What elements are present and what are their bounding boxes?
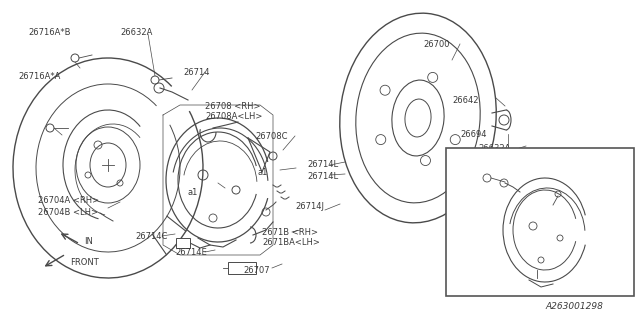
Text: FRONT: FRONT xyxy=(70,258,99,267)
Text: 26714: 26714 xyxy=(507,160,534,169)
Text: 26716A*A: 26716A*A xyxy=(18,72,60,81)
Text: a1: a1 xyxy=(527,270,538,279)
Text: 26714C: 26714C xyxy=(135,232,168,241)
Text: 26708 <RH>: 26708 <RH> xyxy=(205,102,260,111)
Text: 26632A: 26632A xyxy=(478,144,510,153)
Text: 26632A: 26632A xyxy=(120,28,152,37)
Text: 26714L: 26714L xyxy=(307,172,338,181)
Text: 26704A <RH>: 26704A <RH> xyxy=(38,196,99,205)
Text: 26714E: 26714E xyxy=(175,248,207,257)
Text: a1: a1 xyxy=(188,188,198,197)
Text: 26714: 26714 xyxy=(183,68,209,77)
Text: 2671BA<LH>: 2671BA<LH> xyxy=(262,238,320,247)
Text: 26704B <LH>: 26704B <LH> xyxy=(38,208,98,217)
Text: IN: IN xyxy=(84,237,93,246)
Text: 26714L: 26714L xyxy=(307,160,338,169)
Bar xyxy=(176,238,190,248)
Text: 26716A*B: 26716A*B xyxy=(28,28,70,37)
Bar xyxy=(228,262,256,274)
Text: A263001298: A263001298 xyxy=(545,302,603,311)
Text: 2671B <RH>: 2671B <RH> xyxy=(262,228,318,237)
Text: 26707: 26707 xyxy=(243,266,269,275)
Text: 26708A<LH>: 26708A<LH> xyxy=(205,112,262,121)
Text: a1: a1 xyxy=(258,168,268,177)
Text: 26708C: 26708C xyxy=(572,210,605,219)
Text: 26714J: 26714J xyxy=(295,202,324,211)
Text: 26694: 26694 xyxy=(460,130,486,139)
Bar xyxy=(446,148,634,296)
Text: 26708C: 26708C xyxy=(255,132,287,141)
Text: a1: a1 xyxy=(563,190,573,199)
Text: 26642: 26642 xyxy=(452,96,479,105)
Text: 26700: 26700 xyxy=(423,40,449,49)
